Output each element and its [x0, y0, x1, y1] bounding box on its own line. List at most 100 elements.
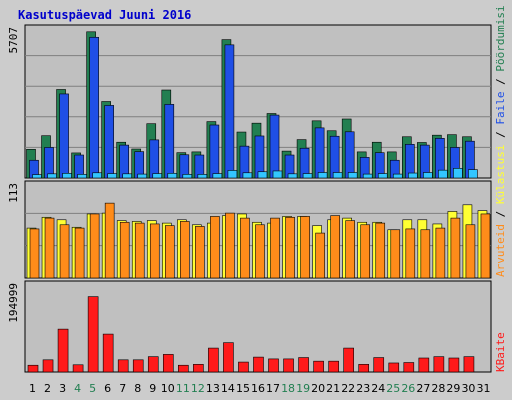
x-tick-label: 7 [119, 382, 126, 395]
bar-Faile-7 [122, 173, 132, 179]
x-tick-label: 18 [281, 382, 295, 395]
bar-Faile-5 [92, 172, 102, 179]
bar-Arvutid-21 [330, 215, 340, 279]
bar-Faile-10 [167, 173, 178, 179]
x-tick-label: 9 [149, 382, 156, 395]
bar-Arvutid-11 [180, 221, 190, 279]
bar-Arvutid-24 [375, 222, 386, 279]
bar-Faile-19 [302, 173, 313, 179]
bar-Arvutid-9 [149, 223, 160, 279]
bar-Faile-24 [377, 173, 388, 179]
bar-Faile-29 [453, 168, 463, 179]
bar-KBaite-9 [147, 356, 159, 373]
bar-KBaite-22 [343, 347, 354, 373]
side-legends: Arvuteid / Külastusi / Faile / Pöördumis… [494, 5, 507, 372]
bar-KBaite-13 [208, 347, 219, 373]
bar-KBaite-23 [358, 364, 370, 373]
x-tick-label: 17 [266, 382, 280, 395]
panel-1: 5707 [7, 24, 492, 179]
bar-Arvutid-25 [390, 229, 401, 279]
x-tick-label: 29 [446, 382, 460, 395]
x-tick-label: 31 [476, 382, 490, 395]
side-legend-part: Külastusi [494, 145, 507, 205]
bar-Arvutid-13 [210, 216, 220, 279]
bar-Faile-3 [62, 173, 72, 179]
x-tick-label: 23 [356, 382, 370, 395]
x-tick-label: 24 [371, 382, 385, 395]
bar-Failid-2 [44, 147, 54, 179]
bar-KBaite-12 [193, 364, 204, 373]
bar-KBaite-14 [223, 342, 234, 373]
x-tick-label: 16 [251, 382, 265, 395]
bar-Faile-11 [182, 174, 193, 179]
bar-Arvutid-3 [59, 224, 70, 279]
bar-KBaite-24 [373, 357, 385, 373]
bar-KBaite-11 [178, 364, 189, 373]
x-tick-label: 20 [311, 382, 325, 395]
bar-Arvutid-22 [345, 220, 355, 279]
x-tick-label: 6 [104, 382, 111, 395]
y-axis-max-label: 5707 [7, 27, 20, 54]
series-Faile [32, 168, 478, 179]
bar-Faile-12 [197, 174, 208, 179]
bar-Arvutid-14 [225, 212, 235, 279]
bar-Failid-5 [89, 36, 99, 179]
bar-KBaite-17 [268, 358, 279, 373]
bar-KBaite-8 [132, 359, 144, 373]
bar-Arvutid-15 [240, 217, 250, 279]
bar-KBaite-3 [57, 328, 69, 373]
bar-Arvutid-10 [164, 225, 175, 279]
side-legend-part: / [494, 72, 507, 92]
x-tick-label: 13 [206, 382, 220, 395]
x-tick-label: 27 [416, 382, 430, 395]
x-tick-label: 3 [59, 382, 66, 395]
bar-Faile-1 [32, 174, 42, 179]
x-tick-label: 8 [134, 382, 141, 395]
bar-KBaite-7 [117, 359, 129, 373]
bar-Arvutid-29 [450, 217, 461, 279]
bar-KBaite-20 [313, 360, 324, 373]
series-Arvutid [29, 202, 491, 279]
bar-KBaite-21 [328, 360, 339, 373]
bar-Arvutid-31 [480, 213, 491, 279]
bar-KBaite-26 [403, 362, 415, 373]
bar-Failid-13 [209, 124, 220, 179]
bar-KBaite-30 [463, 356, 475, 373]
side-legend-part: / [494, 125, 507, 145]
bar-Arvutid-8 [134, 222, 145, 279]
bar-Failid-22 [344, 131, 355, 179]
bar-KBaite-2 [42, 359, 54, 373]
bar-Faile-25 [392, 173, 403, 179]
side-legend-top: Arvuteid / Külastusi / Faile / Pöördumis… [494, 5, 507, 277]
bar-Arvutid-5 [89, 213, 100, 279]
x-tick-label: 14 [221, 382, 235, 395]
bar-Faile-28 [438, 169, 448, 179]
bar-Arvutid-1 [29, 228, 40, 279]
bar-KBaite-29 [448, 357, 460, 373]
bar-Faile-20 [317, 172, 328, 179]
side-legend-part: KBaite [494, 332, 507, 372]
bar-Arvutid-18 [285, 216, 295, 279]
bar-KBaite-6 [102, 333, 114, 373]
x-tick-label: 22 [341, 382, 355, 395]
bar-Faile-6 [107, 173, 117, 179]
side-legend-part: Arvuteid [494, 224, 507, 277]
bar-Failid-7 [119, 144, 129, 179]
bar-Arvutid-23 [360, 224, 371, 279]
bar-KBaite-4 [72, 364, 84, 373]
x-tick-label: 19 [296, 382, 310, 395]
bar-Arvutid-12 [195, 226, 205, 279]
bar-KBaite-19 [298, 357, 309, 373]
bar-Faile-14 [227, 170, 238, 179]
bar-Faile-9 [152, 173, 163, 179]
x-tick-label: 11 [176, 382, 190, 395]
series-Failid [29, 36, 475, 179]
side-legend-part: Faile [494, 92, 507, 125]
bar-Arvutid-20 [315, 232, 325, 279]
bar-Arvutid-2 [44, 217, 55, 279]
bar-KBaite-1 [27, 364, 39, 373]
bar-Arvutid-16 [255, 224, 265, 279]
bar-Arvutid-4 [74, 227, 85, 279]
side-legend-part: / [494, 204, 507, 224]
